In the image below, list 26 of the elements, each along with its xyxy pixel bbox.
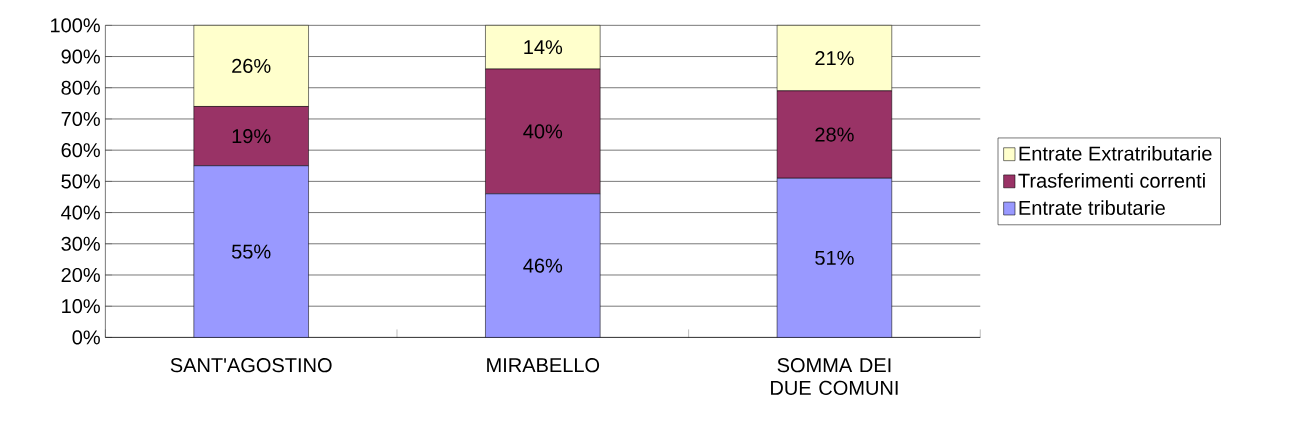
- y-tick-label: 40%: [61, 205, 100, 220]
- y-tick-label: 80%: [61, 80, 100, 95]
- y-tick-label: 90%: [61, 49, 100, 64]
- data-label: 21%: [815, 51, 854, 66]
- y-tick-label: 30%: [61, 236, 100, 251]
- data-label: 40%: [523, 124, 563, 139]
- data-label: 51%: [815, 250, 854, 265]
- y-tick-label: 10%: [62, 299, 100, 314]
- data-label: 46%: [523, 258, 563, 273]
- y-tick-label: 100%: [51, 18, 100, 33]
- y-tick-label: 20%: [61, 267, 100, 283]
- data-label: 55%: [231, 244, 271, 259]
- y-tick-label: 70%: [61, 111, 100, 126]
- legend-label: Trasferimenti correnti: [1018, 173, 1205, 188]
- data-label: 19%: [232, 128, 271, 144]
- y-tick-label: 0%: [72, 330, 100, 345]
- data-label: 26%: [232, 58, 271, 73]
- x-tick-label: SOMMA DEI DUE COMUNI: [771, 358, 898, 395]
- x-tick-label: MIRABELLO: [487, 358, 600, 373]
- legend-label: Entrate tributarie: [1019, 200, 1165, 215]
- x-tick-label: SANT'AGOSTINO: [170, 358, 332, 373]
- legend-label: Entrate Extratributarie: [1019, 145, 1212, 161]
- data-label: 28%: [815, 127, 854, 142]
- y-tick-label: 60%: [61, 143, 100, 158]
- y-tick-label: 50%: [61, 174, 100, 189]
- data-label: 14%: [524, 40, 563, 55]
